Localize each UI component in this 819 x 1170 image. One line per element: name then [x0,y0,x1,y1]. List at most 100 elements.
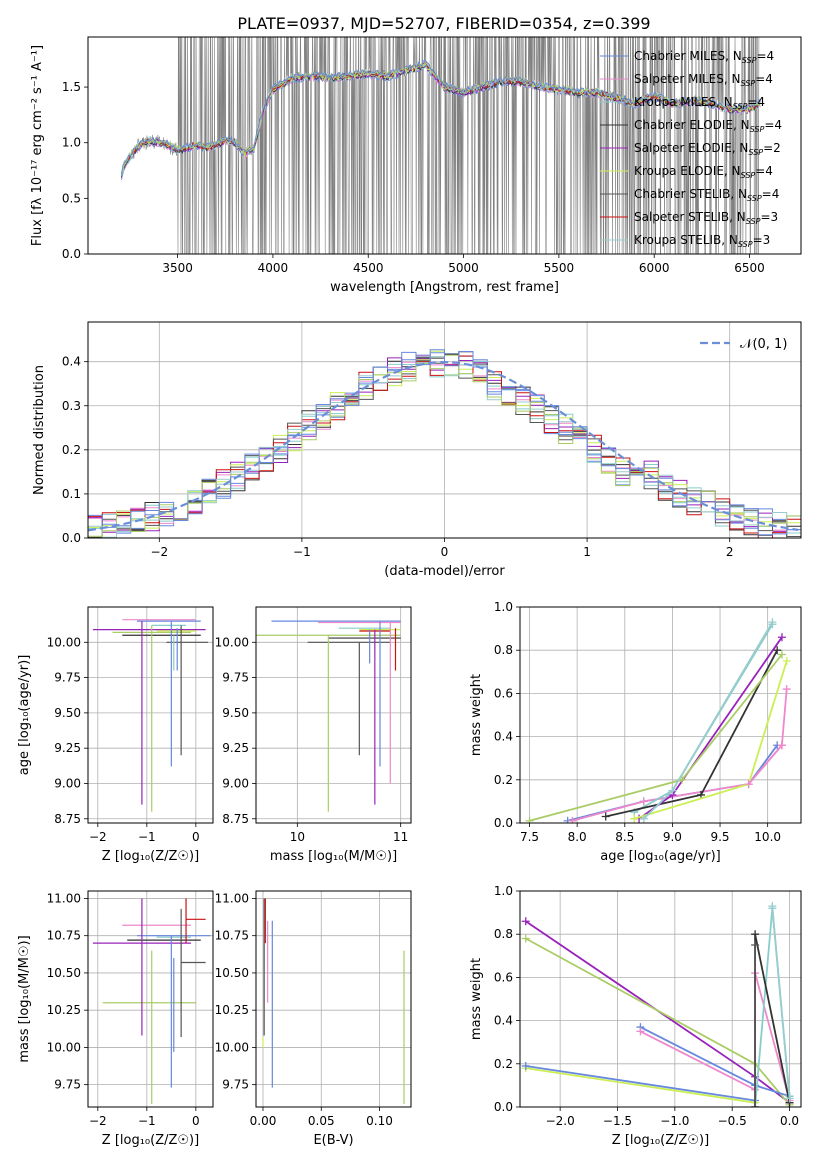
weight-point [521,934,530,943]
x-tick-label: 6500 [734,261,765,275]
plots-layer: 3500 4000 4500 5000 5500 6000 6500 0.0 0.5 1.0 1.5… [17,36,802,1148]
x-axis-label: Z [log₁₀(Z/Z☉)] [612,1133,709,1148]
weight-line [605,649,778,818]
axes-residuals: −2 −1 0 1 2 0.0 0.1 0.2 0.3 0.4 (data-model)/error… [32,321,802,579]
x-tick-label: 6000 [639,261,670,275]
axes-frame [87,36,802,255]
y-tick-label: 0.6 [494,970,513,984]
x-tick-label: 0 [192,1114,200,1128]
legend-entry: Chabrier MILES, NSSP=4 [634,49,774,65]
legend-entry: Chabrier ELODIE, NSSP=4 [634,118,782,134]
x-tick-label: 4000 [258,261,289,275]
y-tick-label: 0.4 [62,355,81,369]
x-tick-label: 9.5 [710,830,729,844]
legend-entry: Salpeter MILES, NSSP=4 [634,72,773,88]
weight-point [777,741,786,750]
x-tick-label: 0.00 [250,1114,277,1128]
y-tick-label: 10.75 [47,929,81,943]
x-tick-label: 10 [290,830,305,844]
x-tick-label: 10.0 [754,830,781,844]
y-tick-label: 0.5 [62,191,81,205]
y-axis-label: Normed distribution [32,365,47,495]
axes-frame [87,890,214,1108]
y-tick-label: 0.2 [494,1057,513,1071]
x-tick-label: 0.10 [366,1114,393,1128]
y-tick-label: 10.00 [47,635,81,649]
y-tick-label: 11.00 [47,891,81,905]
plot-area-weight-vs-Z [521,902,794,1107]
axes-mass-vs-EBV: 0.00 0.05 0.10 9.75 10.00 10.25 10.50 10.75 11.0… [215,890,412,1148]
x-tick-label: 0 [192,830,200,844]
y-tick-label: 9.50 [222,706,249,720]
x-tick-label: −1 [293,545,311,559]
model-line [120,59,761,175]
x-tick-label: −0.5 [718,1114,747,1128]
weight-point [768,902,777,911]
x-axis-label: wavelength [Angstrom, rest frame] [330,280,559,295]
weight-line [525,920,791,1104]
y-tick-label: 9.75 [222,1078,249,1092]
plot-area-weight-vs-age [525,618,791,823]
weight-line [525,937,791,1106]
y-tick-label: 1.0 [494,884,513,898]
y-tick-label: 0.0 [62,247,81,261]
x-axis-label: E(B-V) [313,1133,353,1148]
weight-point [525,816,534,823]
x-tick-label: 0 [441,545,449,559]
y-tick-label: 10.00 [215,635,249,649]
x-tick-label: −1.0 [660,1114,689,1128]
x-tick-label: −2 [150,545,168,559]
x-tick-label: 5500 [544,261,575,275]
y-tick-label: 0.4 [494,1014,513,1028]
plot-area-mass-vs-Z [92,898,211,1105]
legend-entry: 𝒩(0, 1) [740,337,787,352]
axes-weight-vs-Z: −2.0 −1.5 −1.0 −0.5 0.0 0.0 0.2 0.4 0.6 0.8 1.0 Z [… [469,884,802,1148]
legend-entry: Salpeter ELODIE, NSSP=2 [634,141,781,157]
y-tick-label: 0.8 [494,643,513,657]
y-axis-label: mass weight [469,674,484,756]
x-tick-label: 8.5 [615,830,634,844]
y-tick-label: 0.2 [494,773,513,787]
x-tick-label: −1.5 [603,1114,632,1128]
weight-point [785,1094,794,1103]
axes-age-vs-Z: −2 −1 0 8.75 9.00 9.25 9.50 9.75 10.00 Z [log₁₀(Z… [17,606,214,864]
y-tick-label: 0.0 [62,531,81,545]
y-tick-label: 9.75 [54,1078,81,1092]
weight-point [521,917,530,926]
y-axis-label: mass [log₁₀(M/M☉)] [17,935,32,1062]
x-tick-label: 5000 [448,261,479,275]
weight-line [643,621,774,820]
y-tick-label: 0.8 [494,927,513,941]
x-axis-label: (data-model)/error [384,564,505,579]
y-tick-label: 9.50 [54,706,81,720]
y-tick-label: 9.25 [222,741,249,755]
x-tick-label: 1 [583,545,591,559]
axes-frame [519,890,802,1108]
axes-age-vs-mass: 10 11 8.75 9.00 9.25 9.50 9.75 10.00 mass [log₁₀… [215,606,412,864]
axes-weight-vs-age: 7.5 8.0 8.5 9.0 9.5 10.0 0.0 0.2 0.4 0.6 0.8 1.0 age… [469,600,802,864]
x-tick-label: −1 [138,830,156,844]
legend-entry: Kroupa ELODIE, NSSP=4 [634,164,773,180]
y-tick-label: 1.0 [62,136,81,150]
y-axis-label: Flux [fλ 10⁻¹⁷ erg cm⁻² s⁻¹ A⁻¹] [30,45,45,246]
weight-point [777,633,786,642]
plot-area-age-vs-mass [256,620,401,812]
y-tick-label: 0.3 [62,399,81,413]
plot-area-mass-vs-EBV [262,898,405,1105]
weight-point [777,650,786,659]
x-tick-label: 0.05 [308,1114,335,1128]
y-tick-label: 0.0 [494,1100,513,1114]
weight-point [601,812,610,821]
weight-point [768,618,777,627]
weight-point [751,1103,760,1107]
weight-line [771,906,791,1099]
x-tick-label: −2 [89,1114,107,1128]
weight-point [751,941,760,949]
x-tick-label: 0.0 [780,1114,799,1128]
weight-point [744,780,753,789]
x-tick-label: −1 [138,1114,156,1128]
x-tick-label: 7.5 [520,830,539,844]
y-tick-label: 8.75 [54,812,81,826]
x-tick-label: 11 [393,830,408,844]
